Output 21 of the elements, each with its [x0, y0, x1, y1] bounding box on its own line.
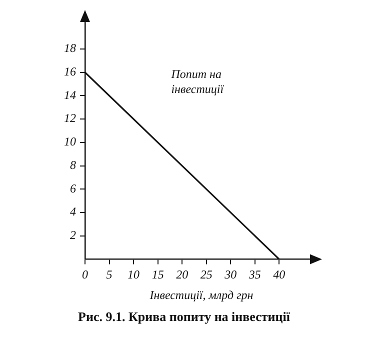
x-tick-label: 30	[224, 268, 237, 282]
x-tick-label: 35	[248, 268, 261, 282]
y-tick-label: 12	[64, 111, 76, 126]
y-tick-label: 8	[70, 158, 76, 172]
x-tick-label: 0	[82, 268, 88, 282]
x-axis-title: Інвестиції, млрд грн	[148, 288, 254, 302]
y-tick-label: 16	[64, 64, 76, 79]
annotation: Попит на інвестиції	[170, 66, 224, 96]
x-tick-label: 10	[128, 268, 140, 282]
x-tick-label: 20	[176, 268, 188, 282]
y-tick-label: 6	[70, 181, 76, 196]
x-tick-label: 25	[200, 268, 212, 282]
y-tick-label: 18	[64, 41, 76, 56]
y-tick-label: 10	[64, 134, 76, 149]
x-tick-label: 15	[152, 268, 164, 282]
x-tick-label: 5	[106, 268, 112, 282]
text: Рис. 9.1. Крива попиту на інвестиції	[77, 309, 291, 325]
y-tick-label: 4	[70, 204, 76, 219]
y-tick-label: 14	[64, 88, 76, 102]
x-tick-label: 40	[273, 268, 286, 282]
y-tick-label: 2	[70, 228, 76, 242]
